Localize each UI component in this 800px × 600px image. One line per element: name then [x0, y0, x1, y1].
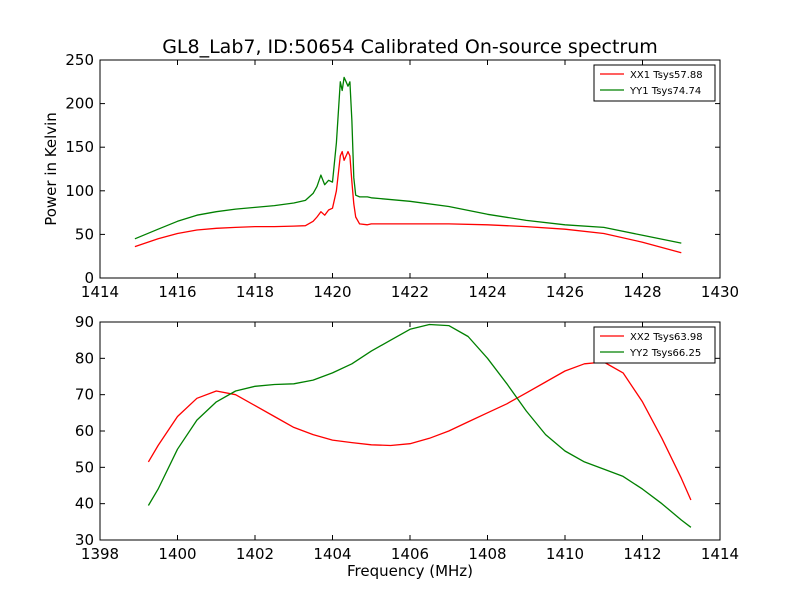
y-tick-label: 100	[65, 182, 94, 200]
y-tick-label: 0	[84, 269, 94, 287]
y-tick-label: 50	[75, 458, 94, 476]
x-tick-label: 1402	[236, 545, 274, 563]
series-line-xx2	[147, 361, 692, 501]
x-tick-label: 1408	[468, 545, 506, 563]
x-tick-label: 1430	[701, 283, 739, 301]
x-tick-label: 1400	[158, 545, 196, 563]
bottom-series-group	[147, 323, 692, 528]
bottom-y-axis: 30 40 50 60 70 80 90	[75, 313, 720, 549]
bottom-legend-box	[593, 326, 716, 364]
top-legend: XX1 Tsys57.88 YY1 Tsys74.74	[593, 64, 716, 102]
y-tick-label: 80	[75, 349, 94, 367]
legend-label-xx2: XX2 Tsys63.98	[630, 332, 703, 343]
legend-label-yy1: YY1 Tsys74.74	[629, 86, 701, 97]
bottom-subplot: 1398 1400 1402 1404 1406 1408 1410 1412 1414 30 4…	[75, 313, 739, 580]
x-tick-label: 1412	[623, 545, 661, 563]
legend-label-xx1: XX1 Tsys57.88	[630, 70, 703, 81]
x-tick-label: 1422	[391, 283, 429, 301]
x-tick-label: 1414	[701, 545, 739, 563]
series-line-yy1	[134, 76, 682, 244]
bottom-x-axis-label: Frequency (MHz)	[347, 562, 473, 580]
x-tick-label: 1416	[158, 283, 196, 301]
top-legend-box	[593, 64, 716, 102]
y-tick-label: 200	[65, 95, 94, 113]
x-tick-label: 1398	[81, 545, 119, 563]
x-tick-label: 1420	[313, 283, 351, 301]
x-tick-label: 1428	[623, 283, 661, 301]
top-y-axis: 0 50 100 150 200 250	[65, 51, 720, 287]
chart-title: GL8_Lab7, ID:50654 Calibrated On-source …	[162, 36, 658, 58]
series-line-xx1	[134, 150, 682, 254]
y-tick-label: 40	[75, 495, 94, 513]
x-tick-label: 1418	[236, 283, 274, 301]
top-y-axis-label: Power in Kelvin	[42, 112, 60, 226]
top-series-group	[134, 76, 682, 254]
y-tick-label: 50	[75, 225, 94, 243]
y-tick-label: 150	[65, 138, 94, 156]
x-tick-label: 1410	[546, 545, 584, 563]
series-line-yy2	[147, 323, 692, 528]
legend-label-yy2: YY2 Tsys66.25	[629, 348, 701, 359]
x-tick-label: 1406	[391, 545, 429, 563]
bottom-x-axis: 1398 1400 1402 1404 1406 1408 1410 1412 1414	[81, 322, 739, 563]
top-subplot: 1414 1416 1418 1420 1422 1424 1426 1428 1430 0 50…	[42, 51, 739, 301]
x-tick-label: 1404	[313, 545, 351, 563]
y-tick-label: 90	[75, 313, 94, 331]
x-tick-label: 1414	[81, 283, 119, 301]
top-x-axis: 1414 1416 1418 1420 1422 1424 1426 1428 1430	[81, 60, 739, 301]
y-tick-label: 30	[75, 531, 94, 549]
x-tick-label: 1426	[546, 283, 584, 301]
bottom-legend: XX2 Tsys63.98 YY2 Tsys66.25	[593, 326, 716, 364]
y-tick-label: 70	[75, 386, 94, 404]
x-tick-label: 1424	[468, 283, 506, 301]
y-tick-label: 250	[65, 51, 94, 69]
y-tick-label: 60	[75, 422, 94, 440]
